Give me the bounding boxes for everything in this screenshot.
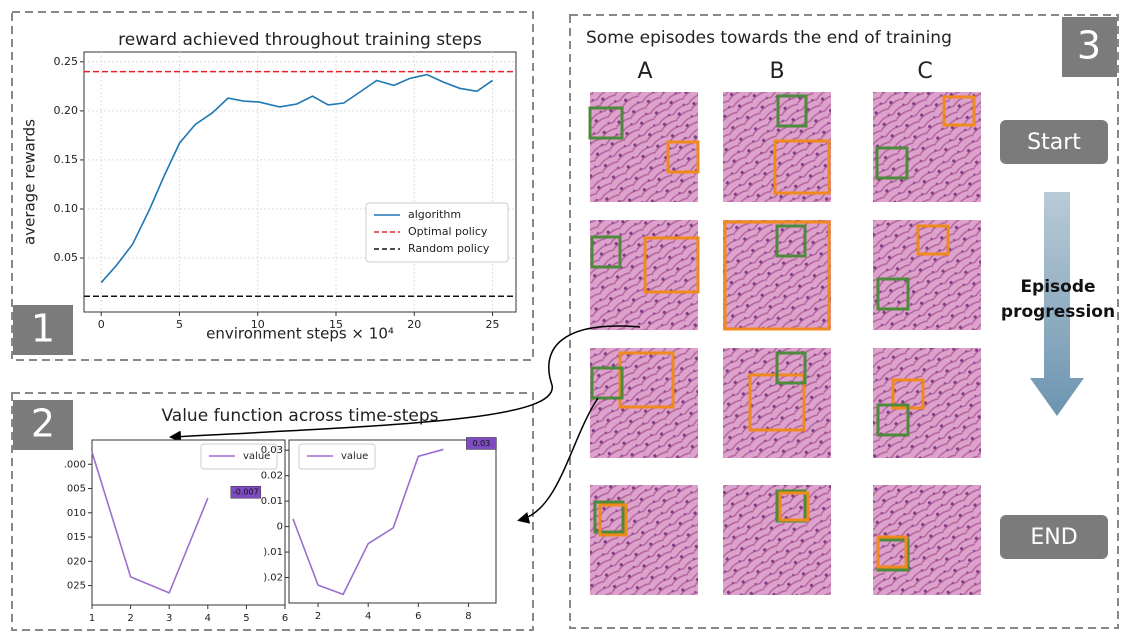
- episode-images: [590, 92, 981, 595]
- y-tick-label: ).01: [263, 547, 283, 558]
- x-tick-label: 6: [415, 611, 421, 622]
- x-tick-label: 0: [98, 318, 105, 331]
- y-tick-label: 010: [67, 508, 86, 519]
- y-tick-label: .000: [64, 459, 86, 470]
- x-tick-label: 3: [166, 613, 172, 624]
- tissue-image: [873, 348, 981, 458]
- y-tick-label: 0.20: [54, 104, 79, 117]
- tissue-image: [873, 220, 981, 330]
- x-tick-label: 4: [205, 613, 211, 624]
- column-label: A: [637, 59, 652, 84]
- x-tick-label: 6: [282, 613, 288, 624]
- x-tick-label: 1: [89, 613, 95, 624]
- x-tick-label: 4: [365, 611, 371, 622]
- legend-label: Random policy: [408, 242, 490, 255]
- chart: 0.03 0.02 0.01 0 ).01 ).02 2 4 6 8 0.03 value: [261, 437, 497, 622]
- panel-number: 3: [1077, 24, 1101, 68]
- y-tick-label: 025: [67, 581, 86, 592]
- x-tick-label: 5: [243, 613, 249, 624]
- end-label: END: [1030, 525, 1077, 550]
- value-label: 0.03: [472, 439, 490, 448]
- x-axis-label: environment steps × 10⁴: [206, 325, 394, 343]
- chart-title: reward achieved throughout training step…: [118, 30, 482, 50]
- figure: Start END Episode progression Some episo…: [0, 0, 1125, 635]
- episodes-title: Some episodes towards the end of trainin…: [586, 28, 952, 48]
- y-tick-label: 0.10: [54, 202, 79, 215]
- column-label: B: [769, 59, 784, 84]
- y-tick-label: 0.05: [54, 251, 79, 264]
- tissue-image: [590, 348, 698, 458]
- x-tick-label: 25: [486, 318, 500, 331]
- y-tick-label: 0.15: [54, 153, 79, 166]
- y-tick-label: 0.02: [261, 471, 283, 482]
- legend-label: Optimal policy: [408, 225, 488, 238]
- panel-number: 2: [31, 402, 55, 446]
- legend-label: algorithm: [408, 208, 461, 221]
- y-tick-label: 0: [277, 522, 283, 533]
- y-tick-label: 0.03: [261, 445, 283, 456]
- y-tick-label: ).02: [263, 573, 283, 584]
- x-tick-label: 20: [407, 318, 421, 331]
- y-tick-label: 005: [67, 484, 86, 495]
- legend-label: value: [341, 451, 368, 462]
- progression-label: Episode: [1020, 277, 1095, 297]
- start-label: Start: [1027, 130, 1081, 155]
- y-tick-label: 0.25: [54, 55, 79, 68]
- value-label: -0.007: [233, 488, 259, 497]
- y-tick-label: 0.01: [261, 496, 283, 507]
- panel-number: 1: [31, 307, 55, 351]
- x-tick-label: 2: [127, 613, 133, 624]
- column-label: C: [917, 59, 932, 84]
- progression-label: progression: [1001, 302, 1115, 322]
- x-tick-label: 8: [465, 611, 471, 622]
- y-axis-label: average rewards: [21, 119, 39, 245]
- y-tick-label: 020: [67, 556, 86, 567]
- x-tick-label: 2: [315, 611, 321, 622]
- value-panel-title: Value function across time-steps: [161, 406, 438, 426]
- x-tick-label: 5: [176, 318, 183, 331]
- y-tick-label: 015: [67, 532, 86, 543]
- plot-area: [84, 52, 516, 312]
